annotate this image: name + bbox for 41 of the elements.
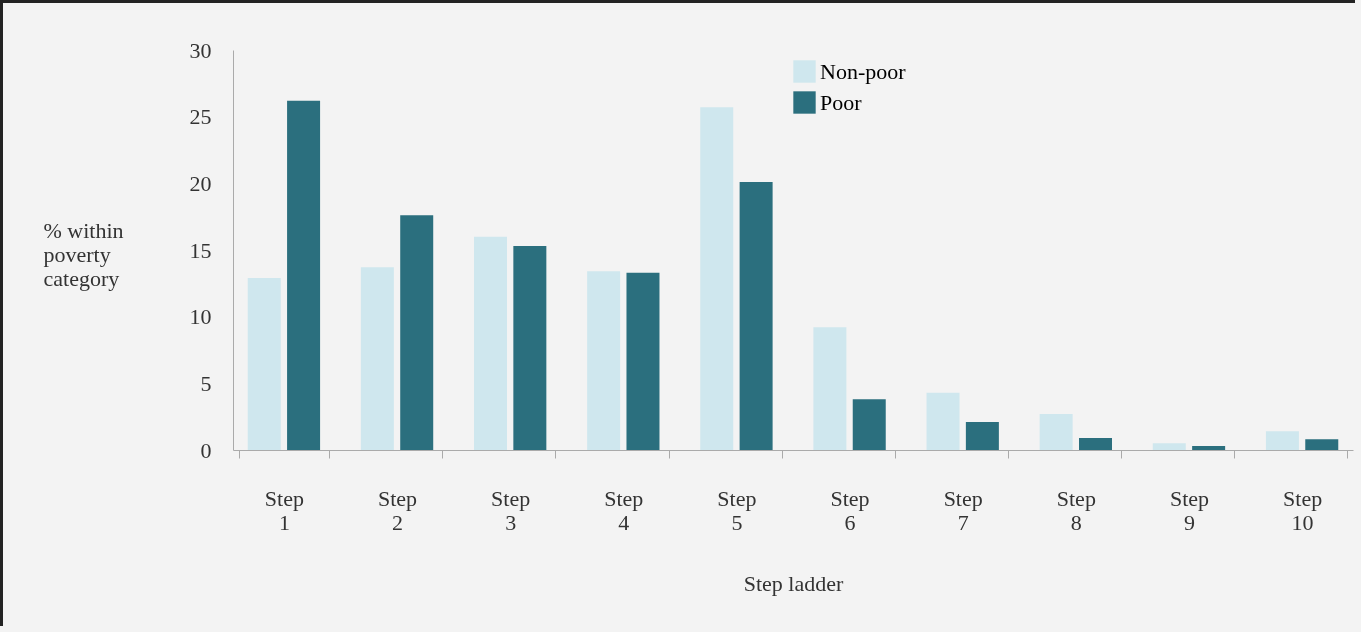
bar — [287, 100, 321, 450]
y-tick-label: 10 — [189, 304, 212, 330]
x-tick-label: Step 8 — [1056, 485, 1096, 535]
x-tick-label: Step 1 — [264, 485, 304, 535]
bar — [400, 215, 434, 450]
y-tick-label: 15 — [189, 237, 212, 263]
bar — [474, 236, 507, 450]
bar — [247, 278, 281, 450]
y-tick-label: 5 — [200, 370, 212, 396]
bar — [700, 107, 734, 450]
bar — [360, 267, 394, 450]
bar — [626, 272, 660, 450]
x-tick-label: Step 9 — [1169, 485, 1210, 535]
bar — [587, 271, 621, 450]
legend-label: Poor — [820, 89, 863, 115]
x-axis-title: Step ladder — [743, 570, 844, 596]
y-axis-title: % within poverty category — [43, 217, 124, 291]
x-tick-label: Step 2 — [377, 485, 418, 535]
bar — [852, 399, 886, 450]
bar — [813, 327, 847, 450]
x-tick-label: Step 10 — [1283, 485, 1323, 535]
x-tick-label: Step 6 — [830, 485, 870, 535]
bar — [1265, 431, 1299, 450]
legend-label: Non-poor — [820, 58, 907, 84]
y-tick-label: 0 — [200, 437, 212, 463]
bar — [1152, 443, 1186, 450]
y-tick-label: 30 — [189, 37, 212, 63]
bar — [965, 422, 999, 450]
bar — [513, 246, 547, 450]
x-tick-label: Step 3 — [491, 485, 531, 535]
x-tick-label: Step 7 — [943, 485, 983, 535]
bar — [739, 182, 773, 450]
x-tick-label: Step 5 — [717, 485, 757, 535]
x-tick-label: Step 4 — [604, 485, 644, 535]
bar — [1305, 439, 1339, 450]
bar — [926, 392, 960, 450]
y-tick-label: 25 — [189, 104, 212, 130]
bar — [1039, 414, 1073, 450]
y-tick-label: 20 — [189, 170, 212, 196]
bar — [1192, 446, 1226, 450]
bar — [1079, 438, 1112, 450]
